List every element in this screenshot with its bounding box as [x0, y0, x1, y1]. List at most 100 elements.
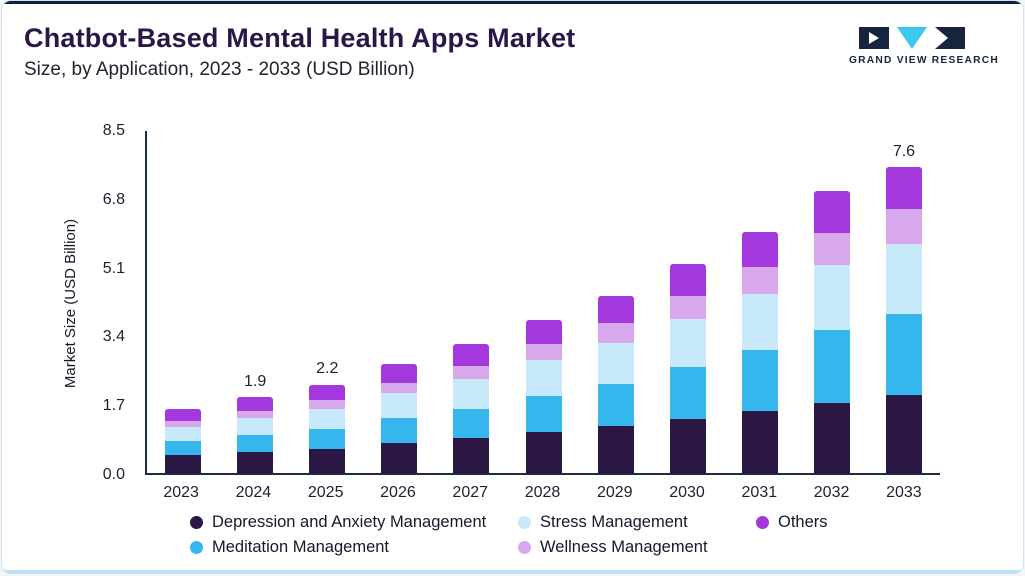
bar-segment	[597, 426, 634, 473]
bar-segment	[885, 167, 922, 210]
bar-segment	[237, 411, 274, 419]
bar-segment	[597, 383, 634, 427]
x-tick-label: 2033	[886, 484, 922, 501]
bar-segment	[381, 443, 418, 473]
legend-label: Meditation Management	[212, 538, 390, 556]
legend-color-dot	[756, 516, 769, 529]
bar-segment	[741, 350, 778, 411]
legend-color-dot	[190, 516, 203, 529]
legend-color-dot	[518, 516, 531, 529]
chart-legend: Depression and Anxiety Management Stress …	[190, 513, 828, 557]
y-axis-title: Market Size (USD Billion)	[60, 131, 82, 475]
x-tick-label: 2031	[741, 484, 778, 501]
bar-segment	[669, 295, 706, 319]
legend-label: Stress Management	[540, 513, 688, 531]
legend-color-dot	[518, 541, 531, 554]
bar-segment	[669, 367, 706, 419]
legend-label: Wellness Management	[540, 538, 708, 556]
x-tick-label: 2030	[669, 484, 705, 501]
bar-segment	[813, 402, 850, 473]
bar-segment	[813, 232, 850, 265]
bar-segment	[885, 243, 922, 315]
bar-2029	[597, 131, 634, 473]
bar-segment	[453, 365, 490, 379]
bar-2030	[669, 131, 706, 473]
legend-item: Wellness Management	[518, 538, 756, 557]
bar-segment	[597, 295, 634, 324]
bar-segment	[525, 344, 562, 361]
bar-segment	[597, 323, 634, 343]
bar-segment	[165, 426, 202, 441]
bar-segment	[669, 318, 706, 368]
bar-segment	[885, 394, 922, 473]
bar-segment	[237, 396, 274, 412]
bar-segment	[309, 399, 346, 409]
bar-segment	[165, 420, 202, 427]
legend-item: Meditation Management	[190, 538, 518, 557]
x-tick-label: 2024	[235, 484, 272, 501]
y-tick-label: 1.7	[102, 397, 125, 415]
legend-item: Stress Management	[518, 513, 756, 532]
bar-segment	[309, 384, 346, 400]
bar-segment	[597, 342, 634, 384]
legend-color-dot	[190, 541, 203, 554]
grand-view-research-logo: GRAND VIEW RESEARCH	[849, 27, 999, 72]
bottom-accent-bar	[2, 570, 1023, 573]
bar-segment	[165, 454, 202, 473]
x-tick-label: 2026	[380, 484, 416, 501]
bar-segment	[669, 418, 706, 473]
bar-segment	[741, 231, 778, 267]
logo-text: GRAND VIEW RESEARCH	[849, 55, 999, 66]
bar-2027	[453, 131, 490, 473]
bar-2028	[525, 131, 562, 473]
bar-segment	[525, 360, 562, 396]
bar-segment	[741, 410, 778, 473]
bar-value-label: 1.9	[244, 372, 267, 390]
x-tick-label: 2023	[163, 484, 199, 501]
top-accent-bar	[2, 1, 1023, 4]
x-axis-labels: 2023 2024 2025 2026 2027 2028 2029 2030 2031 2032…	[145, 484, 940, 506]
bar-segment	[165, 408, 202, 421]
bar-segment	[237, 452, 274, 473]
bar-segment	[453, 378, 490, 409]
x-tick-label: 2029	[596, 484, 633, 501]
bar-2032	[813, 131, 850, 473]
bar-segment	[885, 314, 922, 395]
bar-segment	[309, 428, 346, 449]
bar-segment	[453, 344, 490, 366]
y-tick-label: 5.1	[102, 259, 125, 277]
bar-value-label: 7.6	[892, 143, 916, 161]
bar-segment	[669, 263, 706, 296]
x-tick-label: 2027	[452, 484, 489, 501]
bar-segment	[381, 382, 418, 394]
legend-item: Depression and Anxiety Management	[190, 513, 518, 532]
page-subtitle: Size, by Application, 2023 - 2033 (USD B…	[24, 59, 415, 80]
bar-2033: 7.6	[885, 131, 922, 473]
y-tick-label: 3.4	[102, 328, 125, 346]
bar-segment	[813, 191, 850, 233]
bar-segment	[381, 364, 418, 383]
bar-segment	[165, 440, 202, 455]
bar-segment	[381, 393, 418, 419]
bar-segment	[813, 265, 850, 331]
bar-segment	[525, 395, 562, 432]
chart-header: Chatbot-Based Mental Health Apps Market …	[24, 23, 575, 81]
bar-segment	[885, 209, 922, 244]
y-tick-label: 0.0	[102, 466, 125, 483]
x-tick-label: 2032	[813, 484, 850, 501]
bar-segment	[237, 435, 274, 453]
page-title: Chatbot-Based Mental Health Apps Market	[24, 23, 576, 53]
bar-segment	[309, 448, 346, 473]
bar-segment	[525, 320, 562, 345]
legend-label: Depression and Anxiety Management	[212, 513, 487, 531]
bar-value-label: 2.2	[316, 360, 339, 378]
bar-segment	[453, 438, 490, 473]
bar-segment	[741, 293, 778, 351]
bar-segment	[237, 418, 274, 436]
bar-2023	[165, 131, 202, 473]
bar-2026	[381, 131, 418, 473]
legend-item: Others	[756, 513, 828, 532]
bar-segment	[741, 266, 778, 294]
y-tick-label: 8.5	[102, 122, 125, 139]
